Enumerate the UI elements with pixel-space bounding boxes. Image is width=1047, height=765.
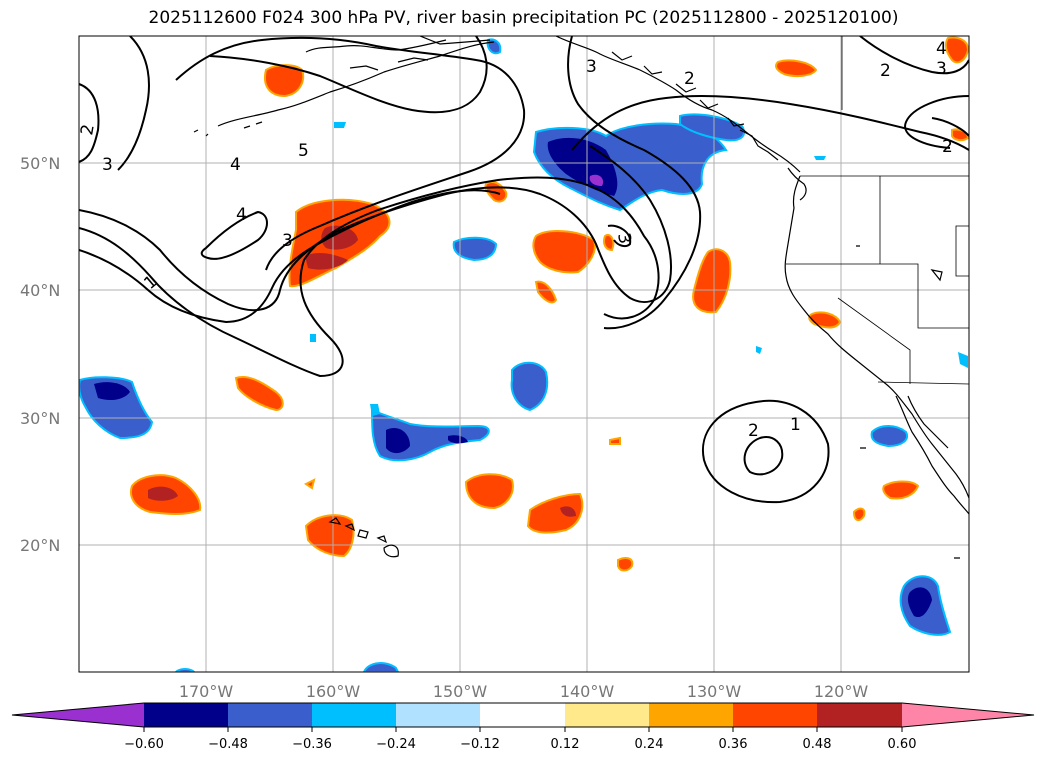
contour-label-1-se: 1 xyxy=(790,415,801,435)
colorbar-tick-label: 0.12 xyxy=(551,737,580,752)
colorbar-extend-max xyxy=(902,703,1034,727)
colorbar-extend-min xyxy=(12,703,144,727)
contour-label-2-w: 2 xyxy=(77,123,99,137)
lon-label-120w: 120°W xyxy=(814,682,869,701)
lon-label-150w: 150°W xyxy=(433,682,488,701)
lat-label-40n: 40°N xyxy=(20,281,60,300)
colorbar-segment xyxy=(733,703,818,727)
colorbar-segment xyxy=(312,703,397,727)
colorbar: −0.60 −0.48 −0.36 −0.24 −0.12 0.12 0.24 … xyxy=(11,702,1035,752)
contour-label-2-bc: 2 xyxy=(684,69,695,89)
colorbar-tick-label: −0.12 xyxy=(460,737,500,752)
contour-label-2-ne: 2 xyxy=(880,61,891,81)
contour-label-4-loop: 4 xyxy=(236,205,247,225)
colorbar-ticks xyxy=(143,727,903,732)
pv-contours xyxy=(79,36,969,504)
lat-label-30n: 30°N xyxy=(20,409,60,428)
contour-label-4-ne: 4 xyxy=(936,39,947,59)
lat-label-50n: 50°N xyxy=(20,154,60,173)
lon-label-140w: 140°W xyxy=(560,682,615,701)
colorbar-segment xyxy=(480,703,566,727)
contour-label-5: 5 xyxy=(298,141,309,161)
contour-label-3-center: 3 xyxy=(282,231,293,251)
precip-negative-layer xyxy=(79,38,968,672)
colorbar-segment xyxy=(228,703,313,727)
colorbar-tick-label: −0.24 xyxy=(376,737,416,752)
colorbar-tick-label: −0.36 xyxy=(292,737,332,752)
contour-label-4-w: 4 xyxy=(230,155,241,175)
colorbar-segment xyxy=(144,703,229,727)
coastlines xyxy=(193,36,969,559)
contour-label-3-n: 3 xyxy=(586,57,597,77)
map-title: 2025112600 F024 300 hPa PV, river basin … xyxy=(148,8,899,28)
contour-label-3-hook: 3 xyxy=(613,231,635,245)
colorbar-tick-label: −0.60 xyxy=(124,737,164,752)
map-frame xyxy=(78,35,970,673)
map-background xyxy=(79,36,969,672)
colorbar-segment xyxy=(817,703,903,727)
contour-label-2-se: 2 xyxy=(748,421,759,441)
lon-label-160w: 160°W xyxy=(306,682,361,701)
lat-label-20n: 20°N xyxy=(20,536,60,555)
colorbar-segment xyxy=(565,703,650,727)
colorbar-tick-label: 0.36 xyxy=(719,737,748,752)
pv-contour-labels: 1 1 2 2 2 2 2 3 3 3 3 3 4 4 4 5 xyxy=(77,39,953,441)
colorbar-tick-label: 0.48 xyxy=(803,737,832,752)
grid-lines xyxy=(79,36,969,672)
colorbar-tick-label: 0.60 xyxy=(888,737,917,752)
contour-label-3-ne: 3 xyxy=(936,59,947,79)
lon-label-130w: 130°W xyxy=(687,682,742,701)
colorbar-segment xyxy=(396,703,481,727)
political-borders xyxy=(786,36,969,385)
latitude-labels: 50°N 40°N 30°N 20°N xyxy=(20,154,60,555)
contour-label-2-e: 2 xyxy=(942,137,953,157)
colorbar-segment xyxy=(649,703,734,727)
longitude-labels: 170°W 160°W 150°W 140°W 130°W 120°W xyxy=(179,682,869,701)
colorbar-tick-label: 0.24 xyxy=(635,737,664,752)
lon-label-170w: 170°W xyxy=(179,682,234,701)
contour-label-3-w: 3 xyxy=(102,155,113,175)
colorbar-tick-label: −0.48 xyxy=(208,737,248,752)
